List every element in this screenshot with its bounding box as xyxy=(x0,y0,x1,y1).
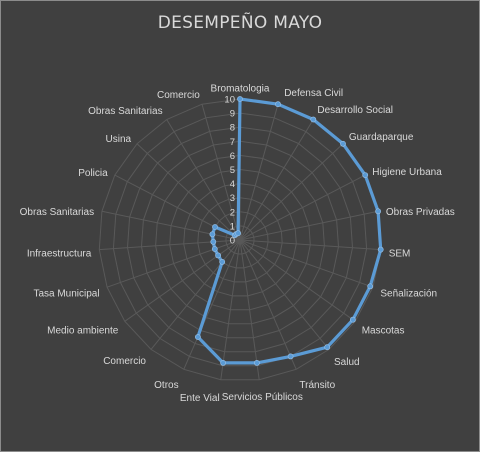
category-label: Guardaparque xyxy=(349,132,414,143)
data-point xyxy=(219,258,226,265)
category-label: Ente Vial xyxy=(180,393,220,404)
data-point xyxy=(253,359,260,366)
category-label: Obras Privadas xyxy=(386,207,455,218)
grid-spoke xyxy=(220,239,241,380)
data-point xyxy=(235,230,241,237)
category-label: SEM xyxy=(389,249,411,260)
data-point xyxy=(362,172,369,178)
grid-spoke xyxy=(239,210,379,241)
grid-spoke xyxy=(150,239,241,350)
data-point xyxy=(215,252,221,259)
tick-label: 10 xyxy=(224,95,235,106)
category-label: Otros xyxy=(154,380,178,391)
tick-label: 3 xyxy=(230,193,235,204)
data-point xyxy=(209,231,216,238)
tick-label: 9 xyxy=(230,109,235,120)
data-point xyxy=(349,316,356,323)
data-point xyxy=(324,344,331,351)
data-point xyxy=(212,224,218,230)
grid-spoke xyxy=(201,104,241,241)
radial-tick-labels: 0 1 2 3 4 5 6 7 8 9 10 xyxy=(224,95,235,247)
category-label: Usina xyxy=(106,134,132,145)
category-label: Desarrollo Social xyxy=(317,105,393,116)
tick-label: 6 xyxy=(230,151,235,162)
grid-spoke xyxy=(239,239,330,350)
grid-spoke xyxy=(124,239,241,322)
grid-spoke xyxy=(101,210,241,241)
category-label: Mascotas xyxy=(362,325,405,336)
category-label: Comercio xyxy=(157,90,200,101)
grid-spoke xyxy=(136,143,241,241)
chart-title: DESEMPEÑO MAYO xyxy=(157,13,323,33)
data-point xyxy=(287,353,294,360)
category-label: Servicios Públicos xyxy=(222,392,303,403)
grid-spoke xyxy=(239,239,297,370)
grid-ring xyxy=(183,183,297,297)
series-line xyxy=(196,97,383,365)
grid-spoke xyxy=(99,239,241,251)
data-point xyxy=(210,238,217,245)
data-point xyxy=(375,208,381,215)
series-layer xyxy=(194,96,384,366)
category-label: Defensa Civil xyxy=(284,88,343,99)
grid-spoke xyxy=(239,239,374,288)
data-point xyxy=(220,359,226,366)
grid-ring xyxy=(126,126,354,353)
tick-label: 0 xyxy=(230,236,235,247)
tick-label: 4 xyxy=(230,179,235,190)
tick-label: 5 xyxy=(230,165,235,176)
grid-spoke xyxy=(239,239,356,322)
category-label: Policia xyxy=(78,168,108,179)
tick-label: 7 xyxy=(230,137,235,148)
category-label: Tránsito xyxy=(299,380,335,391)
data-point xyxy=(211,246,218,252)
data-point xyxy=(377,246,384,253)
category-label: Salud xyxy=(334,357,360,368)
data-point xyxy=(310,116,317,123)
grid-ring xyxy=(155,154,325,325)
category-label: Infraestructura xyxy=(27,249,92,260)
tick-label: 1 xyxy=(230,221,235,232)
grid-ring xyxy=(140,140,340,339)
category-label: Medio ambiente xyxy=(47,325,119,336)
grid-ring xyxy=(112,112,368,367)
grid-ring xyxy=(169,168,311,311)
grid-spoke xyxy=(239,239,381,251)
grid-spoke xyxy=(239,119,314,241)
tick-label: 8 xyxy=(230,123,235,134)
category-labels: Bromatologia Defensa Civil Desarrollo Soci… xyxy=(20,84,455,405)
data-point xyxy=(275,101,281,108)
category-label: Señalización xyxy=(380,288,437,299)
data-point xyxy=(194,334,201,340)
category-label: Bromatologia xyxy=(211,84,270,95)
category-label: Comercio xyxy=(103,356,146,367)
category-label: Obras Sanitarias xyxy=(20,207,94,218)
grid-spoke xyxy=(239,104,279,241)
category-label: Obras Sanitarias xyxy=(88,106,162,117)
grid-ring xyxy=(197,197,283,283)
grid-spoke xyxy=(106,239,241,288)
tick-label: 2 xyxy=(230,207,235,218)
grid-spoke xyxy=(166,119,241,241)
data-point xyxy=(367,283,374,290)
data-point xyxy=(237,96,243,102)
data-point xyxy=(340,140,346,147)
grid-spoke xyxy=(183,239,241,370)
grid-spoke xyxy=(239,143,344,241)
category-label: Higiene Urbana xyxy=(372,167,442,178)
grid-spoke xyxy=(239,239,260,380)
grid-spoke xyxy=(239,174,366,241)
category-label: Tasa Municipal xyxy=(33,288,99,299)
